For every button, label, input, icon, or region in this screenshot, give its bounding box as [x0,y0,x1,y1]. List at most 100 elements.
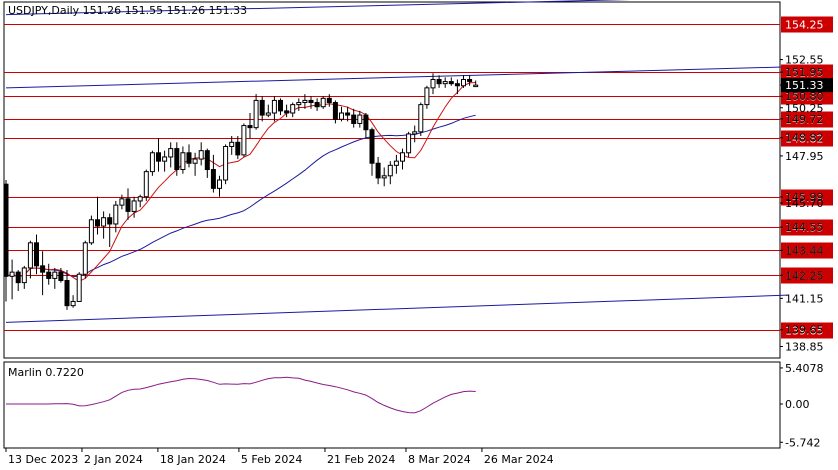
candle-body [15,271,21,284]
candle-body [393,160,399,166]
candle-body [21,267,27,284]
candle-body [168,148,174,158]
candle-body [326,97,332,104]
time-tick-label: 26 Mar 2024 [484,453,554,466]
candle-body [436,78,442,85]
price-tick-label: 150.25 [785,102,824,115]
candle-body [314,102,320,108]
candle-body [467,78,473,83]
candle-body [442,81,448,85]
marlin-indicator: 5.4078 0.00 -5.742 [6,362,824,449]
candle-body [107,217,113,225]
candle-body [76,273,82,302]
candle-body [320,97,326,108]
level-label: 142.25 [785,270,824,283]
candle-body [400,152,405,162]
candle-body [406,133,412,154]
level-tag [781,189,833,206]
level-tag [781,219,833,236]
candle-body [40,265,46,273]
trend-line [5,0,631,16]
candle-body [473,84,479,88]
price-tick-label: 143.44 [785,244,824,257]
indicator-plot-frame [3,361,781,449]
candle-body [34,242,39,267]
candle-body [27,242,33,269]
candle-body [412,131,418,135]
level-tag [781,130,833,147]
candle-body [454,83,460,87]
indicator-name: Marlin 0.7220 [8,366,84,379]
level-tag [781,267,833,284]
indicator-tick-label: 0.00 [785,398,810,411]
candle-body [119,198,125,206]
candlesticks [3,73,479,310]
candle-body [253,99,259,129]
time-tick-label: 8 Mar 2024 [408,453,471,466]
candle-body [180,152,186,171]
price-tick-label: 138.85 [785,340,824,353]
level-tag [781,322,833,339]
price-tick-label: 145.99 [785,191,824,204]
trend-line [5,66,787,89]
candle-body [271,99,277,114]
trend-lines [5,0,787,323]
candle-body [198,150,204,160]
candle-body [174,148,180,171]
price-tick-label: 145.70 [785,197,824,210]
candle-body [156,152,161,162]
level-label: 144.55 [785,222,824,235]
level-label: 139.65 [785,325,824,338]
price-tick-label: 150.80 [785,90,824,103]
candle-body [70,300,76,307]
candle-body [302,99,308,104]
candle-body [296,102,302,106]
candle-body [204,150,210,171]
price-tick-label: 142.25 [785,269,824,282]
price-tick-label: 139.65 [785,324,824,337]
candle-body [387,164,393,177]
candle-body [369,129,375,164]
candle-body [308,99,314,104]
level-label: 148.82 [785,133,824,146]
horizontal-levels [4,24,780,331]
candle-body [192,158,198,164]
price-tick-label: 141.15 [785,292,824,305]
candle-body [284,110,290,114]
candle-body [290,104,296,114]
candle-body [241,125,247,156]
price-tick-label: 152.55 [785,54,824,67]
price-tick-label: 147.95 [785,150,824,163]
indicator-tick-label: -5.742 [785,436,820,449]
price-tick-label: 148.82 [785,132,824,145]
candle-body [131,200,137,212]
candle-body [332,102,338,120]
candle-body [149,152,155,173]
indicator-tick-label: 5.4078 [785,362,824,375]
fast-moving-average [5,82,476,282]
level-label: 150.80 [785,91,824,104]
candle-body [95,219,100,227]
main-plot-frame [3,1,781,359]
candle-body [278,99,283,112]
candle-body [125,198,131,212]
candle-body [88,219,94,244]
indicator-line [6,376,476,414]
current-price-label: 151.33 [785,79,824,92]
candle-body [113,204,119,225]
level-label: 149.72 [785,114,824,127]
candle-body [418,104,424,133]
candle-body [339,112,344,120]
candle-body [430,78,436,89]
candle-body [82,242,88,275]
time-tick-label: 18 Jan 2024 [160,453,226,466]
candle-body [424,87,430,106]
candle-body [375,162,381,179]
level-tag [781,88,833,105]
level-tag [781,242,833,259]
candle-body [210,169,216,189]
candle-body [461,78,466,87]
time-tick-label: 5 Feb 2024 [241,453,302,466]
candle-body [101,217,107,227]
